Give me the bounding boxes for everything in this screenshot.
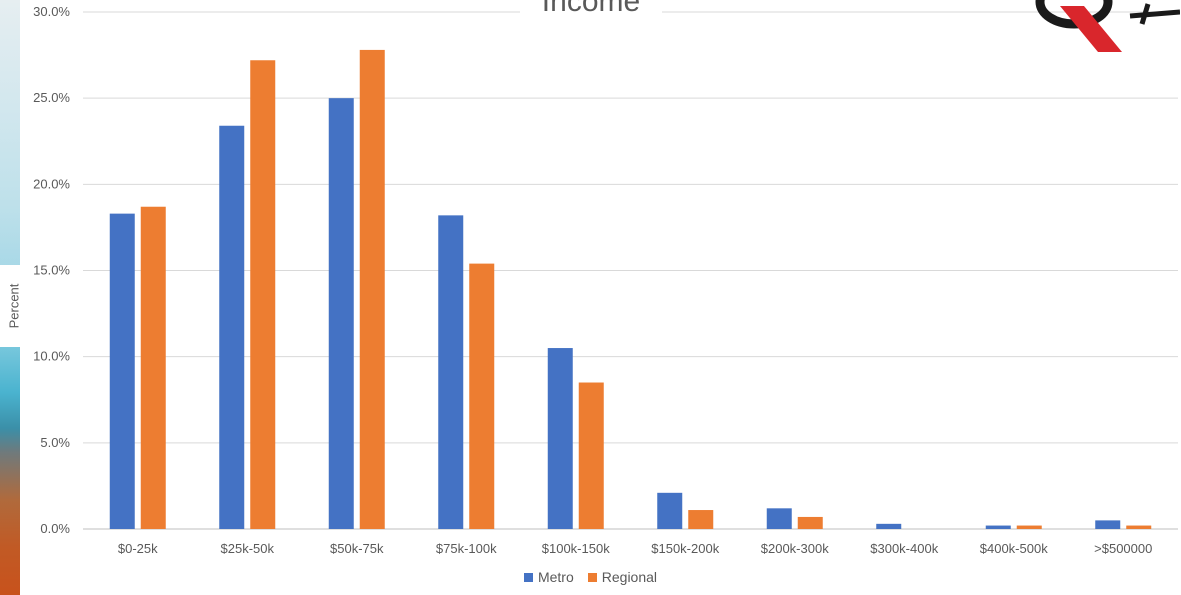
chart-legend: Metro Regional	[0, 569, 1181, 585]
gridlines	[83, 11, 1178, 530]
bar-regional-6	[797, 516, 823, 529]
bar-regional-5	[688, 510, 714, 529]
x-tick-label: $75k-100k	[436, 541, 497, 556]
y-tick-label: 10.0%	[33, 349, 70, 364]
bar-metro-3	[438, 215, 464, 529]
y-tick-label: 15.0%	[33, 263, 70, 278]
legend-item-metro: Metro	[523, 569, 574, 585]
y-axis-ticks: 0.0% 5.0% 10.0% 15.0% 20.0% 25.0% 30.0%	[33, 4, 70, 536]
bar-regional-8	[1016, 525, 1042, 529]
x-tick-label: $300k-400k	[870, 541, 938, 556]
legend-label-metro: Metro	[537, 569, 574, 585]
x-tick-label: $100k-150k	[542, 541, 610, 556]
y-tick-label: 25.0%	[33, 90, 70, 105]
bars	[109, 49, 1152, 530]
bar-regional-0	[140, 206, 166, 529]
legend-item-regional: Regional	[587, 569, 658, 585]
x-tick-label: $200k-300k	[761, 541, 829, 556]
bar-metro-9	[1095, 520, 1121, 529]
bar-regional-1	[250, 60, 276, 530]
x-tick-label: $25k-50k	[221, 541, 275, 556]
bar-metro-1	[219, 125, 245, 530]
bar-metro-5	[657, 492, 683, 529]
bar-regional-9	[1126, 525, 1152, 529]
bar-metro-7	[876, 523, 902, 529]
legend-swatch-metro	[523, 572, 533, 582]
bar-metro-8	[985, 525, 1011, 529]
legend-swatch-regional	[587, 572, 597, 582]
bar-metro-4	[547, 348, 573, 529]
x-tick-label: >$500000	[1094, 541, 1152, 556]
x-tick-label: $150k-200k	[651, 541, 719, 556]
x-tick-label: $400k-500k	[980, 541, 1048, 556]
x-tick-label: $0-25k	[118, 541, 158, 556]
x-tick-label: $50k-75k	[330, 541, 384, 556]
x-axis-ticks: $0-25k $25k-50k $50k-75k $75k-100k $100k-150…	[118, 541, 1152, 556]
bar-metro-2	[328, 98, 354, 530]
bar-regional-4	[578, 382, 604, 529]
bar-metro-0	[109, 213, 135, 529]
title-backdrop	[520, 0, 662, 16]
chart-title: Income	[541, 0, 641, 18]
y-tick-label: 0.0%	[40, 521, 70, 536]
bar-metro-6	[766, 508, 792, 529]
y-tick-label: 30.0%	[33, 4, 70, 19]
brand-logo-icon	[1035, 0, 1180, 52]
y-tick-label: 5.0%	[40, 435, 70, 450]
bar-regional-3	[469, 263, 495, 529]
bar-regional-2	[359, 49, 385, 530]
ylabel-backdrop	[0, 265, 28, 347]
y-tick-label: 20.0%	[33, 176, 70, 191]
legend-label-regional: Regional	[601, 569, 658, 585]
y-axis-label: Percent	[6, 283, 22, 329]
